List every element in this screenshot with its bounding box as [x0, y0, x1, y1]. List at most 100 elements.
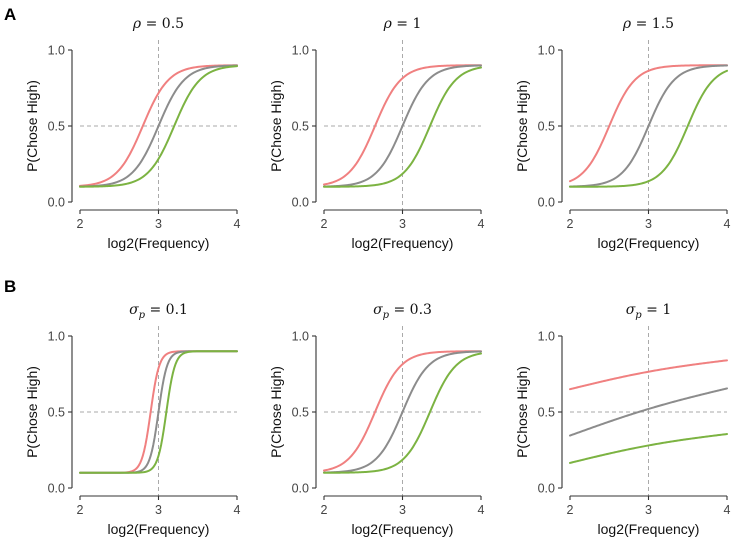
x-tick-label: 2	[77, 503, 84, 517]
title-value: 0.1	[166, 302, 188, 318]
x-tick-label: 4	[724, 217, 731, 231]
y-axis-label: P(Chose High)	[24, 366, 40, 458]
x-tick-label: 2	[567, 503, 574, 517]
title-symbol: ρ	[383, 16, 393, 32]
y-tick-label: 1.0	[48, 44, 65, 58]
chart-title: σp = 1	[626, 302, 672, 321]
x-tick-label: 2	[321, 217, 328, 231]
title-symbol: σ	[373, 302, 383, 318]
series-line-low	[569, 359, 728, 391]
title-value: 1	[412, 16, 421, 32]
y-tick-label: 0.5	[292, 406, 309, 420]
series-line-mid	[323, 64, 482, 188]
series-line-high	[79, 350, 238, 474]
x-tick-label: 4	[724, 503, 731, 517]
chart-title: ρ = 1.5	[622, 16, 674, 32]
series-line-low	[323, 350, 482, 472]
x-axis-label: log2(Frequency)	[108, 521, 210, 537]
panel-label-a: A	[4, 5, 16, 24]
chart-panel-2: ρ = 1 0.0 0.5 1.0 2 3 4 log2(Frequency) P(Chose …	[268, 16, 485, 251]
x-tick-label: 3	[399, 503, 406, 517]
series-line-high	[79, 65, 238, 188]
title-equals: =	[145, 302, 166, 318]
title-subscript: p	[635, 310, 642, 321]
panel-grid: ρ = 0.5 0.0 0.5 1.0 2 3 4 log2(Frequency) P(Chos…	[24, 16, 731, 537]
y-tick-label: 0.5	[48, 406, 65, 420]
panel-label-b: B	[4, 277, 16, 296]
chart-title: σp = 0.3	[373, 302, 432, 321]
y-axis-label: P(Chose High)	[514, 80, 530, 172]
series-line-high	[569, 433, 728, 464]
y-tick-label: 0.0	[48, 196, 65, 210]
x-axis-label: log2(Frequency)	[598, 521, 700, 537]
series-line-low	[323, 64, 482, 186]
x-axis-label: log2(Frequency)	[352, 521, 454, 537]
y-tick-label: 1.0	[538, 44, 555, 58]
y-axis-label: P(Chose High)	[268, 366, 284, 458]
x-tick-label: 3	[399, 217, 406, 231]
chart-panel-6: σp = 1 0.0 0.5 1.0 2 3 4 log2(Frequency) P(Chose…	[514, 302, 731, 537]
x-tick-label: 3	[155, 503, 162, 517]
series-line-low	[569, 64, 728, 183]
series-line-high	[569, 69, 728, 188]
x-tick-label: 3	[645, 503, 652, 517]
title-equals: =	[642, 302, 663, 318]
title-equals: =	[389, 302, 410, 318]
title-equals: =	[392, 16, 413, 32]
series-line-mid	[569, 387, 728, 437]
title-value: 1.5	[652, 16, 674, 32]
title-symbol: ρ	[132, 16, 142, 32]
title-symbol: ρ	[622, 16, 632, 32]
y-tick-label: 1.0	[48, 330, 65, 344]
title-equals: =	[141, 16, 162, 32]
y-tick-label: 0.0	[538, 482, 555, 496]
chart-panel-4: σp = 0.1 0.0 0.5 1.0 2 3 4 log2(Frequency) P(Cho…	[24, 302, 241, 537]
chart-panel-5: σp = 0.3 0.0 0.5 1.0 2 3 4 log2(Frequency) P(Cho…	[268, 302, 485, 537]
y-tick-label: 0.0	[48, 482, 65, 496]
y-tick-label: 0.0	[538, 196, 555, 210]
y-tick-label: 0.0	[292, 482, 309, 496]
title-equals: =	[631, 16, 652, 32]
x-tick-label: 3	[155, 217, 162, 231]
x-axis-label: log2(Frequency)	[352, 235, 454, 251]
y-axis-label: P(Chose High)	[24, 80, 40, 172]
title-value: 1	[662, 302, 671, 318]
series-line-mid	[79, 64, 238, 188]
title-subscript: p	[383, 310, 390, 321]
chart-title: ρ = 1	[383, 16, 422, 32]
y-tick-label: 1.0	[538, 330, 555, 344]
series-line-mid	[569, 64, 728, 188]
x-tick-label: 2	[77, 217, 84, 231]
x-tick-label: 4	[234, 217, 241, 231]
x-axis-label: log2(Frequency)	[108, 235, 210, 251]
x-tick-label: 4	[478, 217, 485, 231]
series-line-high	[323, 66, 482, 188]
y-tick-label: 0.5	[292, 120, 309, 134]
y-tick-label: 0.5	[48, 120, 65, 134]
title-subscript: p	[139, 310, 146, 321]
y-axis-label: P(Chose High)	[268, 80, 284, 172]
y-axis-label: P(Chose High)	[514, 366, 530, 458]
series-line-mid	[323, 350, 482, 474]
title-symbol: σ	[626, 302, 636, 318]
title-symbol: σ	[129, 302, 139, 318]
y-tick-label: 1.0	[292, 330, 309, 344]
title-value: 0.3	[410, 302, 432, 318]
chart-title: σp = 0.1	[129, 302, 188, 321]
series-line-low	[79, 64, 238, 187]
x-tick-label: 3	[645, 217, 652, 231]
x-tick-label: 2	[567, 217, 574, 231]
y-tick-label: 0.0	[292, 196, 309, 210]
x-axis-label: log2(Frequency)	[598, 235, 700, 251]
x-tick-label: 4	[478, 503, 485, 517]
title-value: 0.5	[162, 16, 184, 32]
chart-title: ρ = 0.5	[132, 16, 184, 32]
series-line-high	[323, 352, 482, 474]
x-tick-label: 2	[321, 503, 328, 517]
x-tick-label: 4	[234, 503, 241, 517]
chart-panel-1: ρ = 0.5 0.0 0.5 1.0 2 3 4 log2(Frequency) P(Chos…	[24, 16, 241, 251]
y-tick-label: 1.0	[292, 44, 309, 58]
chart-panel-3: ρ = 1.5 0.0 0.5 1.0 2 3 4 log2(Frequency) P(Chos…	[514, 16, 731, 251]
y-tick-label: 0.5	[538, 406, 555, 420]
